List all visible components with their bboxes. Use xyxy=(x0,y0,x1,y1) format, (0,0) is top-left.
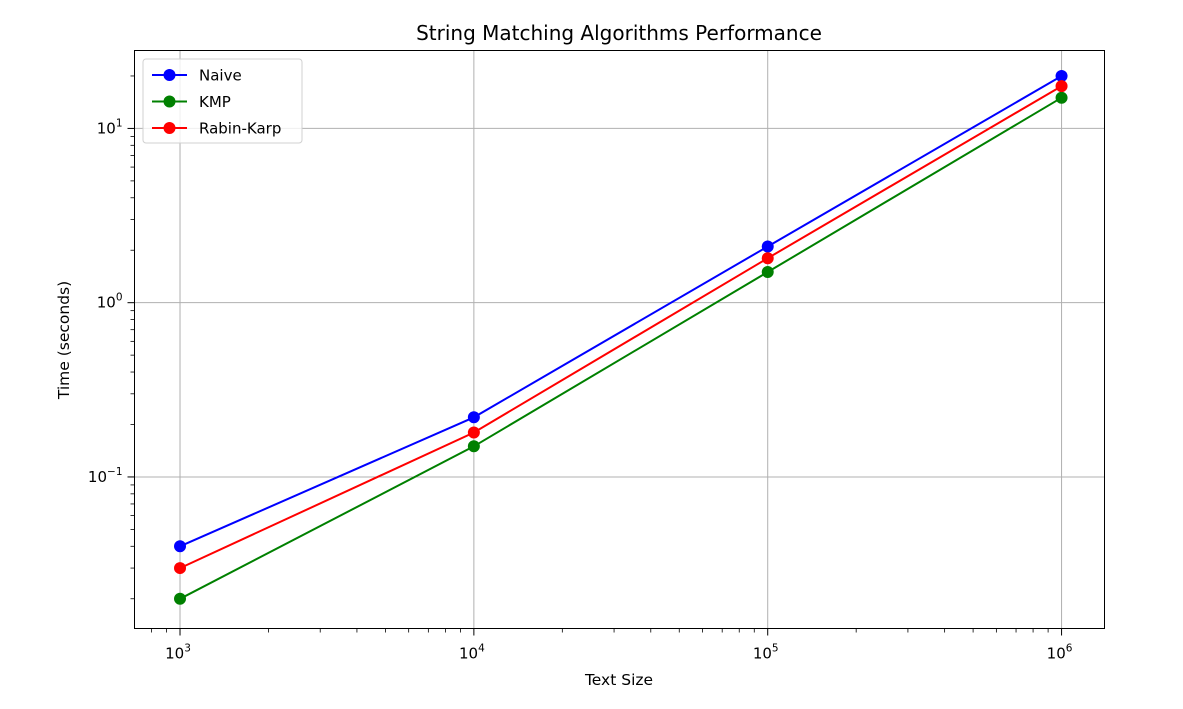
chart-title: String Matching Algorithms Performance xyxy=(416,21,822,45)
y-tick-label: 101 xyxy=(97,117,123,137)
series-layer xyxy=(174,69,1068,605)
data-point xyxy=(761,266,774,278)
y-tick-exponent: −1 xyxy=(107,466,122,478)
data-point xyxy=(761,252,774,265)
x-tick-label: 106 xyxy=(1047,643,1073,663)
data-point xyxy=(467,411,480,424)
y-tick-exponent: 0 xyxy=(116,292,123,304)
data-point xyxy=(467,426,480,439)
x-tick-exponent: 6 xyxy=(1066,643,1073,655)
x-tick-base: 10 xyxy=(459,645,478,663)
x-tick-base: 10 xyxy=(165,645,184,663)
data-point xyxy=(761,240,774,253)
series-line xyxy=(179,96,1063,600)
data-point xyxy=(1055,80,1068,93)
y-tick-base: 10 xyxy=(97,294,116,312)
x-axis: 103 104 105 106 xyxy=(165,628,1073,663)
legend-label: Rabin-Karp xyxy=(199,120,281,138)
legend-marker xyxy=(163,69,176,81)
series-kmp xyxy=(174,91,1068,605)
y-tick-base: 10 xyxy=(97,119,116,137)
data-point xyxy=(174,562,187,575)
legend-label: Naive xyxy=(199,67,242,85)
minor-ticks xyxy=(130,75,1049,633)
x-tick-label: 103 xyxy=(165,643,191,663)
series-line xyxy=(179,85,1063,570)
y-tick-exponent: 1 xyxy=(116,117,123,129)
y-tick-label: 100 xyxy=(97,292,123,312)
series-rabin-karp xyxy=(174,80,1068,575)
legend-label: KMP xyxy=(199,93,231,111)
series-line xyxy=(179,75,1063,548)
data-point xyxy=(1055,91,1068,104)
data-point xyxy=(467,440,480,453)
y-axis-label: Time (seconds) xyxy=(55,281,73,400)
x-tick-exponent: 4 xyxy=(478,643,485,655)
plot-area-frame xyxy=(134,50,1105,629)
x-tick-base: 10 xyxy=(1047,645,1066,663)
legend: Naive KMP Rabin-Karp xyxy=(142,58,303,144)
x-axis-label: Text Size xyxy=(584,671,653,689)
y-tick-label: 10−1 xyxy=(88,466,123,486)
y-tick-base: 10 xyxy=(88,468,107,486)
x-tick-exponent: 5 xyxy=(772,643,779,655)
x-tick-label: 105 xyxy=(753,643,779,663)
legend-box xyxy=(142,58,303,144)
x-tick-exponent: 3 xyxy=(184,643,191,655)
data-point xyxy=(1055,69,1068,82)
legend-marker xyxy=(163,95,176,108)
legend-marker xyxy=(163,122,176,134)
series-naive xyxy=(174,69,1068,553)
x-tick-base: 10 xyxy=(753,645,772,663)
x-tick-label: 104 xyxy=(459,643,485,663)
data-point xyxy=(174,592,187,605)
data-point xyxy=(174,540,187,553)
